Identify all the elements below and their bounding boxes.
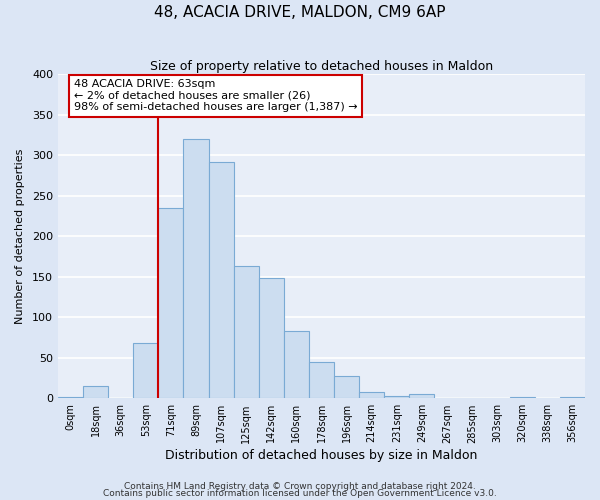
Title: Size of property relative to detached houses in Maldon: Size of property relative to detached ho…	[150, 60, 493, 73]
Y-axis label: Number of detached properties: Number of detached properties	[15, 148, 25, 324]
Bar	[233, 266, 259, 398]
Bar	[209, 162, 233, 398]
Bar	[334, 376, 359, 398]
Bar	[184, 139, 209, 398]
Bar	[384, 396, 409, 398]
Bar	[284, 331, 309, 398]
Text: 48 ACACIA DRIVE: 63sqm
← 2% of detached houses are smaller (26)
98% of semi-deta: 48 ACACIA DRIVE: 63sqm ← 2% of detached …	[74, 79, 358, 112]
Bar	[309, 362, 334, 399]
Bar	[560, 396, 585, 398]
X-axis label: Distribution of detached houses by size in Maldon: Distribution of detached houses by size …	[165, 450, 478, 462]
Bar	[409, 394, 434, 398]
Bar	[133, 343, 158, 398]
Bar	[510, 396, 535, 398]
Text: Contains public sector information licensed under the Open Government Licence v3: Contains public sector information licen…	[103, 490, 497, 498]
Bar	[58, 396, 83, 398]
Text: Contains HM Land Registry data © Crown copyright and database right 2024.: Contains HM Land Registry data © Crown c…	[124, 482, 476, 491]
Bar	[259, 278, 284, 398]
Text: 48, ACACIA DRIVE, MALDON, CM9 6AP: 48, ACACIA DRIVE, MALDON, CM9 6AP	[154, 5, 446, 20]
Bar	[158, 208, 184, 398]
Bar	[359, 392, 384, 398]
Bar	[83, 386, 108, 398]
